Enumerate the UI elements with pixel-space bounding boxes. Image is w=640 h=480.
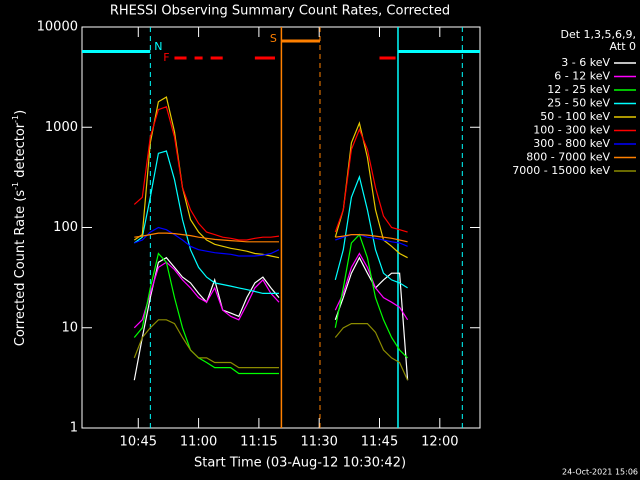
y-label-sup: -1 bbox=[11, 115, 20, 123]
series-line bbox=[134, 232, 408, 243]
legend-header: Det 1,3,5,6,9, bbox=[560, 28, 636, 41]
x-tick-label: 11:00 bbox=[180, 435, 217, 450]
y-label-part: ) bbox=[13, 110, 28, 115]
y-label-part: detector bbox=[13, 122, 28, 182]
flag-label: N bbox=[154, 40, 162, 53]
y-tick-label: 10 bbox=[61, 320, 78, 335]
chart-title: RHESSI Observing Summary Count Rates, Co… bbox=[110, 4, 450, 19]
y-tick-label: 1000 bbox=[45, 120, 78, 135]
x-axis-label: Start Time (03-Aug-12 10:30:42) bbox=[194, 456, 406, 471]
legend-label: 300 - 800 keV bbox=[533, 137, 610, 150]
series-line bbox=[133, 106, 408, 241]
legend-label: 7000 - 15000 keV bbox=[512, 164, 610, 177]
y-tick-label: 1 bbox=[70, 421, 78, 436]
x-tick-label: 10:45 bbox=[120, 435, 157, 450]
legend-label: 50 - 100 keV bbox=[540, 110, 610, 123]
series-line bbox=[133, 256, 409, 381]
y-tick-label: 100 bbox=[53, 220, 78, 235]
legend-label: 25 - 50 keV bbox=[547, 97, 610, 110]
series-line bbox=[133, 150, 408, 294]
legend-label: 800 - 7000 keV bbox=[526, 151, 610, 164]
x-tick-label: 12:00 bbox=[421, 435, 458, 450]
x-tick-label: 11:45 bbox=[361, 435, 398, 450]
legend-label: 6 - 12 keV bbox=[554, 70, 610, 83]
series-line bbox=[133, 319, 409, 381]
legend-header: Att 0 bbox=[610, 40, 636, 53]
footer: 24-Oct-2021 15:06 bbox=[562, 468, 638, 477]
y-tick-label: 10000 bbox=[37, 20, 78, 35]
series-line bbox=[133, 233, 409, 375]
flag-label: S bbox=[270, 32, 277, 45]
x-tick-label: 11:30 bbox=[300, 435, 337, 450]
flag-label: F bbox=[163, 51, 169, 64]
x-tick-label: 11:15 bbox=[240, 435, 277, 450]
y-axis-label: Corrected Count Rate (s-1 detector-1) bbox=[11, 110, 28, 346]
series-line bbox=[133, 252, 409, 329]
legend-label: 12 - 25 keV bbox=[547, 83, 610, 96]
legend-label: 100 - 300 keV bbox=[533, 124, 610, 137]
y-label-part: Corrected Count Rate (s bbox=[13, 190, 28, 347]
legend-label: 3 - 6 keV bbox=[561, 56, 610, 69]
y-label-sup: -1 bbox=[11, 182, 20, 190]
